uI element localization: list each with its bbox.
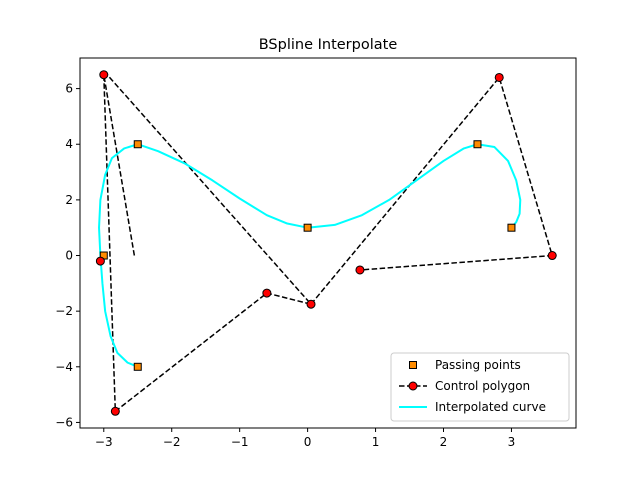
plot-area	[95, 70, 557, 416]
control-point-marker	[355, 265, 365, 275]
control-point-marker	[95, 256, 105, 266]
control-point-marker	[547, 251, 557, 261]
control-point-marker	[99, 70, 109, 80]
axes-frame	[79, 57, 577, 429]
legend-label: Passing points	[435, 358, 521, 372]
x-tick-label: −3	[95, 435, 113, 449]
control-point-marker	[494, 72, 504, 82]
control-point-marker	[306, 299, 316, 309]
x-tick-label: 3	[508, 435, 516, 449]
control-polygon-line-1	[310, 75, 554, 305]
legend-passing-points-swatch	[409, 361, 417, 369]
legend-label: Interpolated curve	[435, 400, 546, 414]
passing-point-marker	[133, 362, 142, 371]
y-tick-label: −2	[55, 304, 73, 318]
y-tick-label: −4	[55, 360, 73, 374]
legend-box	[390, 352, 570, 422]
legend: Passing points Control polygon Interpolate…	[390, 352, 570, 422]
legend-label: Control polygon	[435, 379, 530, 393]
axis-ticks: −3 −2 −1 0 1 2 3 −6 −4 −2 0 2 4 6	[55, 82, 515, 449]
x-tick-label: −2	[163, 435, 181, 449]
interpolated-curve-segment-1	[137, 143, 522, 229]
passing-point-marker	[133, 140, 142, 149]
passing-point-marker	[473, 140, 482, 149]
control-point-marker	[110, 406, 120, 416]
y-tick-label: −6	[55, 415, 73, 429]
x-tick-label: −1	[231, 435, 249, 449]
x-tick-label: 1	[372, 435, 380, 449]
x-tick-label: 0	[304, 435, 312, 449]
chart-title: BSpline Interpolate	[259, 37, 398, 53]
legend-control-polygon-marker	[408, 381, 418, 391]
x-tick-label: 2	[440, 435, 448, 449]
y-tick-label: 2	[65, 193, 73, 207]
control-point-marker	[262, 288, 272, 298]
y-tick-label: 6	[65, 82, 73, 96]
passing-point-marker	[303, 223, 312, 232]
y-tick-label: 0	[65, 249, 73, 263]
y-tick-label: 4	[65, 137, 73, 151]
passing-point-marker	[507, 223, 516, 232]
control-polygon-line-0	[103, 74, 314, 413]
